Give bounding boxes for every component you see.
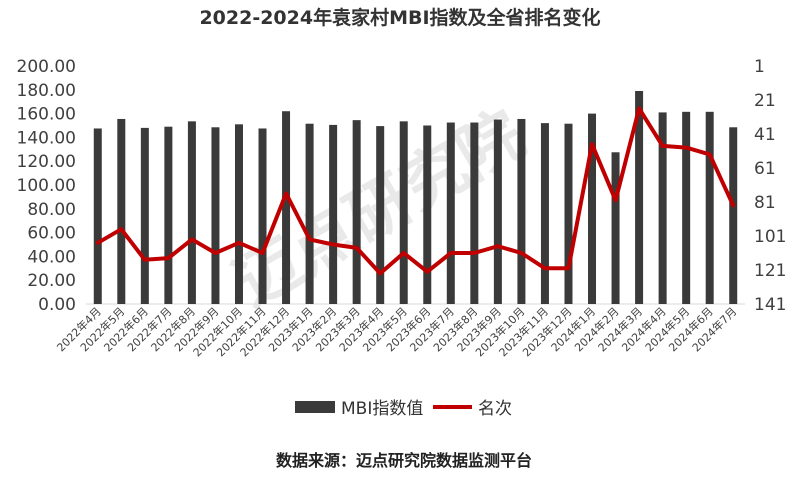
mbi-bar <box>517 118 526 304</box>
legend-swatch-mbi <box>295 401 335 413</box>
mbi-bar <box>140 127 149 304</box>
mbi-bar <box>211 127 220 304</box>
mbi-bar <box>329 124 338 304</box>
mbi-bar <box>564 123 573 304</box>
mbi-bar <box>423 125 432 304</box>
source-note: 数据来源：迈点研究院数据监测平台 <box>276 451 532 470</box>
left-tick-label: 40.00 <box>27 247 76 267</box>
mbi-bar <box>117 118 126 304</box>
right-tick-label: 101 <box>754 227 786 247</box>
mbi-bar <box>588 113 597 304</box>
mbi-bar <box>682 111 691 304</box>
mbi-bar <box>352 120 361 305</box>
mbi-bar <box>187 121 196 305</box>
mbi-bar <box>282 111 291 304</box>
left-tick-label: 60.00 <box>27 224 76 244</box>
mbi-bar <box>705 111 714 304</box>
mbi-bar <box>376 126 385 304</box>
left-tick-label: 100.00 <box>17 176 76 196</box>
mbi-bar <box>493 119 502 304</box>
left-tick-label: 140.00 <box>17 128 76 148</box>
left-tick-label: 0.00 <box>38 295 76 315</box>
left-tick-label: 120.00 <box>17 152 76 172</box>
right-tick-label: 1 <box>754 57 765 77</box>
right-tick-label: 41 <box>754 125 776 145</box>
mbi-bar <box>540 123 549 305</box>
mbi-bar <box>635 90 644 305</box>
left-tick-label: 160.00 <box>17 105 76 125</box>
legend-label-mbi: MBI指数值 <box>341 399 423 419</box>
right-tick-label: 81 <box>754 193 776 213</box>
right-tick-label: 141 <box>754 295 786 315</box>
left-tick-label: 80.00 <box>27 200 76 220</box>
rank-line-series <box>95 106 736 276</box>
x-axis: 2022年4月2022年5月2022年6月2022年7月2022年8月2022年… <box>54 304 740 359</box>
mbi-bar <box>93 128 102 304</box>
mbi-bar <box>446 122 455 305</box>
mbi-bar <box>399 121 408 305</box>
mbi-bar <box>234 124 243 304</box>
legend: MBI指数值 名次 <box>295 399 512 419</box>
bar-series <box>93 90 738 305</box>
legend-label-rank: 名次 <box>478 399 512 419</box>
mbi-bar <box>258 128 267 304</box>
mbi-bar <box>729 127 738 304</box>
mbi-bar <box>164 126 173 304</box>
chart-title: 2022-2024年袁家村MBI指数及全省排名变化 <box>199 6 600 29</box>
right-tick-label: 61 <box>754 159 776 179</box>
left-tick-label: 20.00 <box>27 271 76 291</box>
right-tick-label: 21 <box>754 91 776 111</box>
mbi-bar <box>305 123 314 304</box>
sohu-watermark: 搜狐号 @迈点 <box>689 462 786 480</box>
mbi-bar <box>658 112 667 304</box>
left-tick-label: 180.00 <box>17 81 76 101</box>
mbi-bar <box>611 152 620 304</box>
mbi-bar <box>470 122 479 305</box>
left-axis: 0.00 20.00 40.00 60.00 80.00 100.00 120.00 140.… <box>17 57 76 315</box>
right-tick-label: 121 <box>754 261 786 281</box>
left-tick-label: 200.00 <box>17 57 76 77</box>
